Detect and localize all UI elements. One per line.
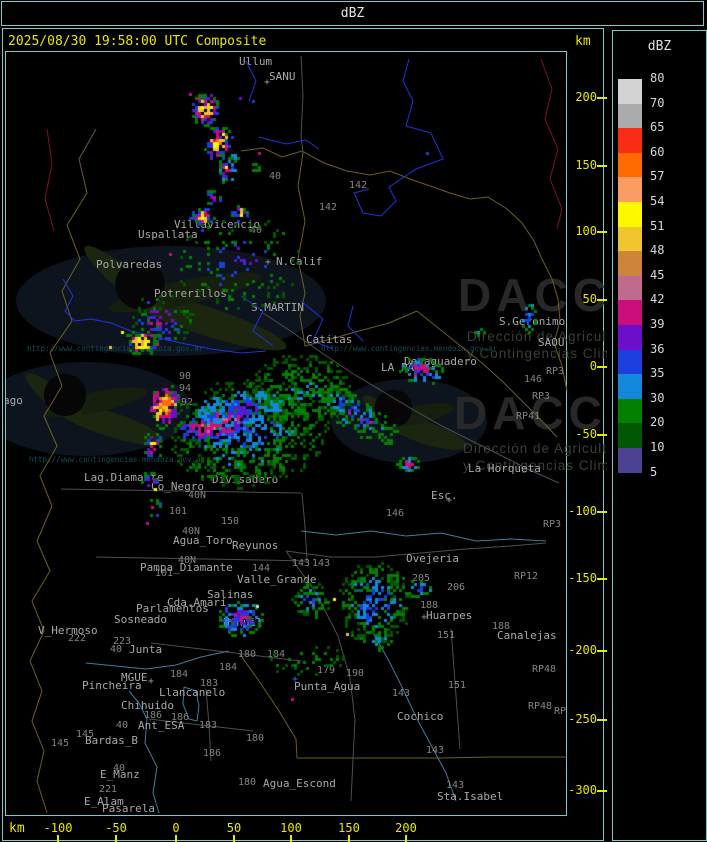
x-axis-unit-label: km (9, 821, 25, 836)
legend-color-box (618, 202, 642, 227)
legend-tick-label: 45 (650, 267, 665, 282)
legend-tick-label: 39 (650, 317, 665, 331)
x-tick-mark (115, 835, 117, 842)
y-tick-mark (597, 650, 607, 652)
x-tick-label: -100 (43, 821, 73, 835)
legend-title: dBZ (647, 39, 672, 54)
legend-color-box (618, 423, 642, 448)
timestamp-label: 2025/08/30 19:58:00 UTC Composite (8, 34, 267, 49)
x-tick-label: -50 (105, 821, 127, 835)
legend-color-box (618, 128, 642, 153)
radar-frame: 2025/08/30 19:58:00 UTC Composite km DAC… (2, 28, 607, 842)
y-tick-label: 50 (582, 292, 597, 306)
x-tick-label: 50 (226, 821, 242, 835)
y-tick-label: -150 (568, 571, 597, 585)
legend-tick-label: 80 (650, 71, 665, 85)
legend-color-box (618, 251, 642, 276)
x-tick-mark (405, 835, 407, 842)
legend-tick-label: 10 (650, 440, 665, 454)
radar-echo-canvas (6, 52, 566, 815)
y-tick-label: 0 (589, 359, 597, 373)
y-tick-mark (597, 790, 607, 792)
legend-color-box (618, 177, 642, 202)
legend-color-box (618, 103, 642, 129)
x-tick-label: 150 (338, 821, 360, 835)
x-tick-mark (175, 835, 177, 842)
legend-tick-label: 48 (650, 243, 665, 258)
legend-tick-label: 30 (650, 390, 665, 405)
y-tick-mark (597, 719, 607, 721)
legend-tick-label: 51 (650, 218, 665, 233)
legend-tick-label: 54 (650, 194, 665, 208)
y-tick-label: -50 (575, 427, 597, 441)
x-tick-label: 100 (280, 821, 302, 835)
legend-panel: dBZ 80 70 65 60 57 54 51 48 45 42 39 36 35 30 20 10 5 (612, 30, 707, 841)
legend-color-box (618, 79, 642, 104)
page-title: dBZ (340, 6, 365, 21)
legend-color-box (618, 275, 642, 301)
x-tick-mark (348, 835, 350, 842)
legend-tick-label: 36 (650, 341, 665, 356)
legend-color-box (618, 448, 642, 473)
legend-tick-label: 5 (650, 464, 658, 479)
legend-color-box (618, 325, 642, 350)
legend-color-box (618, 300, 642, 325)
legend-tick-label: 65 (650, 120, 665, 135)
y-tick-mark (597, 299, 607, 301)
y-tick-mark (597, 97, 607, 99)
legend-color-box (618, 398, 642, 424)
y-tick-label: 200 (575, 90, 597, 104)
y-tick-mark (597, 578, 607, 580)
x-tick-mark (57, 835, 59, 842)
x-tick-label: 200 (395, 821, 417, 835)
y-tick-mark (597, 434, 607, 436)
radar-map: DACCDACCDirección de Agriculturay Contin… (5, 51, 607, 816)
legend-tick-label: 57 (650, 169, 665, 184)
y-tick-label: 150 (575, 158, 597, 172)
y-tick-label: -100 (568, 504, 597, 518)
x-tick-mark (233, 835, 235, 842)
y-tick-mark (597, 511, 607, 513)
x-tick-label: 0 (172, 821, 180, 835)
legend-color-box (618, 374, 642, 399)
y-tick-mark (597, 165, 607, 167)
legend-color-box (618, 152, 642, 178)
y-tick-label: -200 (568, 643, 597, 657)
y-tick-mark (597, 231, 607, 233)
y-tick-label: 100 (575, 224, 597, 238)
legend-color-box (618, 349, 642, 375)
y-axis-unit-label: km (575, 34, 591, 49)
title-bar: dBZ (1, 1, 704, 26)
x-tick-mark (290, 835, 292, 842)
legend-tick-label: 70 (650, 95, 665, 110)
legend-tick-label: 35 (650, 366, 665, 381)
legend-tick-label: 42 (650, 292, 665, 307)
y-tick-label: -300 (568, 783, 597, 797)
legend-tick-label: 60 (650, 144, 665, 159)
legend-tick-label: 20 (650, 415, 665, 430)
y-tick-mark (597, 366, 607, 368)
legend-color-box (618, 226, 642, 252)
y-tick-label: -250 (568, 712, 597, 726)
